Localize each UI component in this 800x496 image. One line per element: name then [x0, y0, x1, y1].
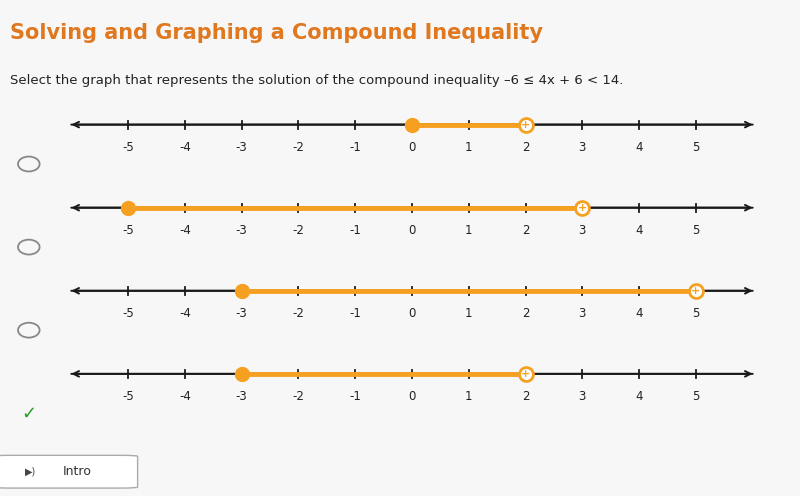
Text: +: + — [578, 203, 587, 213]
Text: 4: 4 — [635, 141, 643, 154]
Text: +: + — [691, 286, 701, 296]
Text: 2: 2 — [522, 390, 530, 403]
Text: 1: 1 — [465, 224, 473, 237]
Text: 3: 3 — [578, 390, 586, 403]
Text: 2: 2 — [522, 141, 530, 154]
Text: 3: 3 — [578, 308, 586, 320]
Text: -4: -4 — [179, 390, 191, 403]
Text: -1: -1 — [350, 141, 361, 154]
Text: 0: 0 — [408, 390, 416, 403]
Text: -1: -1 — [350, 224, 361, 237]
Text: +: + — [521, 120, 530, 129]
Text: 3: 3 — [578, 224, 586, 237]
Text: Intro: Intro — [63, 465, 92, 478]
Text: -4: -4 — [179, 308, 191, 320]
Text: 5: 5 — [692, 141, 699, 154]
Text: Solving and Graphing a Compound Inequality: Solving and Graphing a Compound Inequali… — [10, 23, 542, 43]
Text: -1: -1 — [350, 308, 361, 320]
Text: -5: -5 — [122, 308, 134, 320]
Text: 2: 2 — [522, 224, 530, 237]
Text: -3: -3 — [236, 141, 247, 154]
Text: 4: 4 — [635, 308, 643, 320]
Text: -4: -4 — [179, 224, 191, 237]
Text: 3: 3 — [578, 141, 586, 154]
Text: 0: 0 — [408, 224, 416, 237]
Text: 5: 5 — [692, 224, 699, 237]
Text: -1: -1 — [350, 390, 361, 403]
Text: -3: -3 — [236, 224, 247, 237]
Text: 5: 5 — [692, 390, 699, 403]
Text: ✓: ✓ — [22, 404, 36, 422]
Text: 0: 0 — [408, 141, 416, 154]
Text: -2: -2 — [293, 390, 304, 403]
Text: 1: 1 — [465, 390, 473, 403]
Text: -3: -3 — [236, 390, 247, 403]
Text: -5: -5 — [122, 141, 134, 154]
Text: 0: 0 — [408, 308, 416, 320]
Text: -5: -5 — [122, 224, 134, 237]
Text: -5: -5 — [122, 390, 134, 403]
Text: +: + — [521, 369, 530, 379]
Text: -2: -2 — [293, 141, 304, 154]
Text: 5: 5 — [692, 308, 699, 320]
Text: -2: -2 — [293, 308, 304, 320]
Text: ▶): ▶) — [25, 466, 36, 476]
Text: 1: 1 — [465, 141, 473, 154]
Text: -3: -3 — [236, 308, 247, 320]
FancyBboxPatch shape — [0, 455, 138, 488]
Text: Select the graph that represents the solution of the compound inequality –6 ≤ 4x: Select the graph that represents the sol… — [10, 74, 623, 87]
Text: 2: 2 — [522, 308, 530, 320]
Text: 1: 1 — [465, 308, 473, 320]
Text: -4: -4 — [179, 141, 191, 154]
Text: -2: -2 — [293, 224, 304, 237]
Text: 4: 4 — [635, 390, 643, 403]
Text: 4: 4 — [635, 224, 643, 237]
